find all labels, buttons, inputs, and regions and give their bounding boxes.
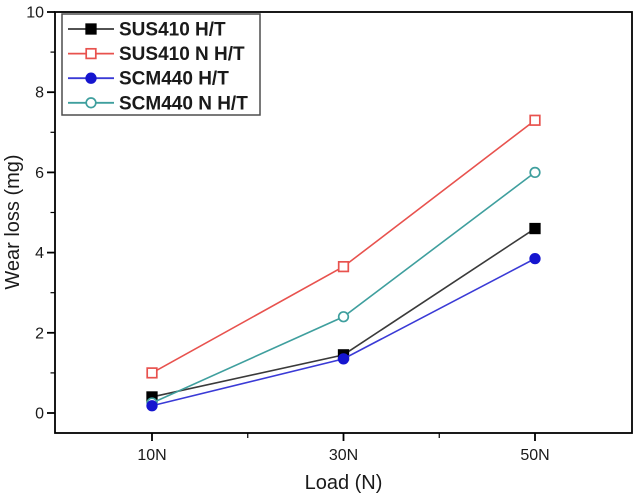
legend-label: SUS410 H/T [119, 20, 226, 41]
open-circle-marker [337, 311, 350, 323]
y-tick-label: 0 [35, 406, 44, 423]
x-axis-title: Load (N) [305, 472, 383, 494]
open-square-marker [85, 47, 97, 60]
filled-circle-marker [337, 353, 350, 365]
y-tick-label: 6 [35, 165, 44, 182]
legend-label: SCM440 N H/T [119, 93, 248, 114]
y-tick-label: 4 [35, 245, 44, 262]
filled-square-marker [529, 222, 541, 235]
filled-circle-marker [146, 400, 158, 412]
x-tick-label: 50N [520, 447, 549, 464]
x-tick-label: 10N [137, 447, 166, 464]
y-axis-title: Wear loss (mg) [2, 154, 24, 289]
filled-square-marker [85, 23, 97, 35]
filled-circle-marker [85, 72, 97, 84]
x-tick-label: 30N [329, 447, 358, 464]
open-circle-marker [529, 166, 541, 179]
series-line-scm440-n-h-t [151, 171, 536, 404]
legend-label: SUS410 N H/T [119, 44, 245, 65]
y-tick-label: 2 [35, 325, 44, 342]
filled-circle-marker [529, 252, 541, 265]
open-square-marker [337, 260, 350, 273]
open-square-marker [146, 367, 158, 379]
y-tick-label: 10 [26, 5, 44, 22]
open-square-marker [529, 114, 541, 126]
open-circle-marker [85, 97, 97, 109]
series-line-sus410-n-h-t [151, 119, 536, 374]
y-tick-label: 8 [35, 85, 44, 102]
legend-label: SCM440 H/T [119, 69, 229, 90]
